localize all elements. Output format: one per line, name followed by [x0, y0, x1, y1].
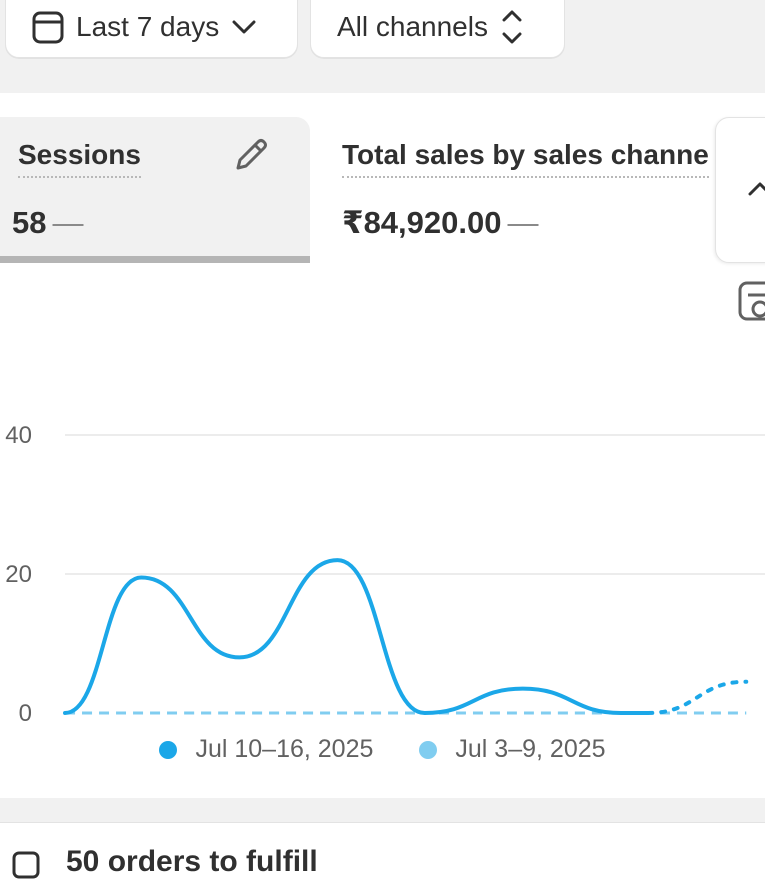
chevron-up-icon — [748, 182, 765, 196]
fulfillment-card[interactable]: 50 orders to fulfill — [0, 822, 765, 883]
series-line-current-projected — [646, 679, 749, 715]
date-range-button[interactable]: Last 7 days — [5, 0, 298, 58]
y-tick-label: 0 — [19, 700, 32, 723]
series-line-current — [63, 558, 651, 716]
legend-label-current: Jul 10–16, 2025 — [195, 735, 374, 763]
y-tick-label: 20 — [5, 561, 32, 588]
calendar-icon — [32, 11, 64, 44]
legend-item-previous[interactable]: Jul 3–9, 2025 — [419, 735, 606, 764]
date-range-label: Last 7 days — [76, 11, 220, 42]
metric-tab-sessions[interactable]: Sessions 58— — [0, 117, 310, 263]
scroll-metrics-button[interactable] — [715, 117, 765, 263]
select-arrows-icon — [502, 10, 522, 44]
channel-label: All channels — [337, 11, 488, 42]
chart-annotation-icon[interactable] — [738, 281, 765, 321]
metric-label-sales: Total sales by sales channe — [342, 139, 709, 178]
legend-dot-current — [159, 740, 178, 759]
chevron-down-icon — [232, 20, 256, 34]
metric-tab-sales[interactable]: Total sales by sales channe ₹84,920.00— — [310, 117, 715, 263]
metric-label-sessions: Sessions — [18, 139, 141, 178]
order-box-icon — [12, 851, 40, 879]
metric-value-sales: ₹84,920.00— — [342, 205, 539, 240]
orders-to-fulfill-text: 50 orders to fulfill — [66, 845, 318, 878]
y-tick-label: 40 — [5, 422, 32, 449]
chart-legend: Jul 10–16, 2025 Jul 3–9, 2025 — [0, 735, 765, 764]
edit-pencil-icon[interactable] — [232, 137, 270, 175]
legend-dot-previous — [419, 740, 438, 759]
legend-item-current[interactable]: Jul 10–16, 2025 — [159, 735, 373, 764]
legend-label-previous: Jul 3–9, 2025 — [455, 735, 606, 763]
channel-select-button[interactable]: All channels — [310, 0, 565, 58]
analytics-card: Sessions 58— Total sales by sales channe… — [0, 93, 765, 798]
metric-value-sessions: 58— — [12, 205, 84, 240]
